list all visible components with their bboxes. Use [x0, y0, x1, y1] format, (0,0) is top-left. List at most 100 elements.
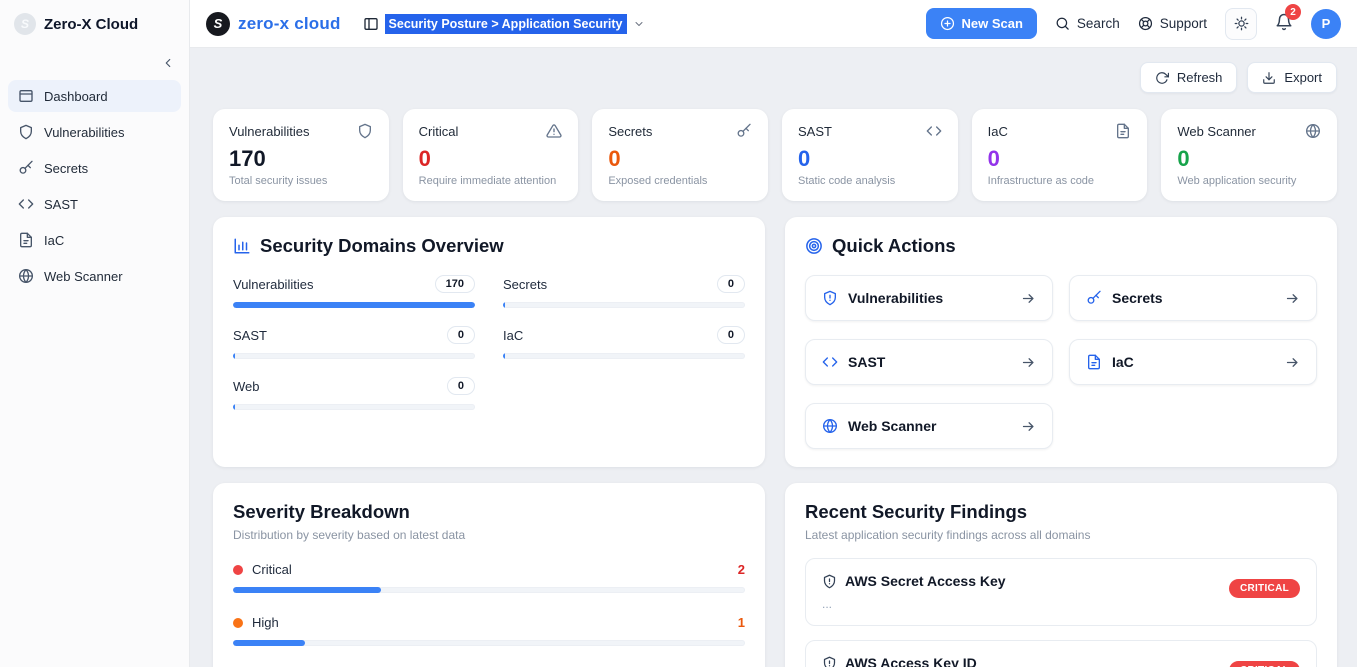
theme-toggle-button[interactable] [1225, 7, 1257, 40]
domain-row: Web 0 [233, 377, 475, 410]
quick-action-button[interactable]: IaC [1069, 339, 1317, 385]
file-icon [18, 232, 34, 248]
key-icon [1086, 290, 1102, 306]
finding-title: AWS Secret Access Key [845, 573, 1006, 589]
stat-card[interactable]: SAST 0 Static code analysis [782, 109, 958, 201]
progress-fill [233, 353, 236, 359]
sidebar-item[interactable]: IaC [8, 224, 181, 256]
stat-card[interactable]: Critical 0 Require immediate attention [402, 109, 579, 201]
progress-track [233, 640, 745, 646]
domain-label: IaC [503, 327, 524, 343]
severity-label: High [252, 615, 279, 630]
quick-action-button[interactable]: Secrets [1069, 275, 1317, 321]
support-label: Support [1159, 16, 1207, 31]
stat-value: 0 [798, 146, 811, 171]
globe-icon [18, 268, 34, 284]
arrow-right-icon [1021, 291, 1036, 306]
stat-value: 170 [229, 146, 266, 171]
user-avatar[interactable]: P [1311, 8, 1341, 39]
quick-action-button[interactable]: SAST [805, 339, 1053, 385]
stat-subtitle: Infrastructure as code [987, 175, 1095, 187]
progress-fill [233, 587, 382, 593]
key-icon [736, 123, 752, 139]
quick-action-button[interactable]: Web Scanner [805, 403, 1053, 449]
brand: S zero-x cloud [206, 11, 341, 36]
stat-card[interactable]: Vulnerabilities 170 Total security issue… [213, 109, 389, 201]
app-logo-icon: S [14, 13, 36, 35]
target-icon [805, 237, 823, 255]
sidebar-nav: Dashboard Vulnerabilities Secrets SAST I… [0, 80, 189, 292]
progress-fill [233, 404, 236, 410]
severity-breakdown-card: Severity Breakdown Distribution by sever… [213, 483, 765, 667]
arrow-right-icon [1285, 291, 1300, 306]
domain-count-badge: 0 [446, 326, 475, 344]
new-scan-button[interactable]: New Scan [925, 8, 1037, 39]
domain-count-badge: 0 [716, 326, 745, 344]
code-icon [18, 196, 34, 212]
stat-subtitle: Static code analysis [798, 175, 896, 187]
security-domains-card: Security Domains Overview Vulnerabilitie… [213, 217, 765, 467]
stat-card[interactable]: Secrets 0 Exposed credentials [592, 109, 768, 201]
bell-icon [1275, 13, 1293, 31]
stat-subtitle: Total security issues [229, 175, 328, 187]
code-icon [926, 123, 942, 139]
shield-alert-icon [822, 290, 838, 306]
globe-icon [1305, 123, 1321, 139]
finding-description: ... [822, 597, 833, 611]
shield-alert-icon [822, 574, 837, 589]
sidebar: S Zero-X Cloud Dashboard Vulnerabilities… [0, 0, 190, 667]
domain-label: SAST [233, 327, 267, 343]
stat-value: 0 [987, 146, 1000, 171]
finding-item[interactable]: AWS Access Key ID ... CRITICAL [805, 640, 1317, 667]
sidebar-item-label: Web Scanner [44, 268, 123, 284]
stat-card[interactable]: Web Scanner 0 Web application security [1161, 109, 1337, 201]
progress-track [503, 302, 745, 308]
search-label: Search [1076, 16, 1120, 31]
shield-alert-icon [822, 656, 837, 667]
sidebar-item[interactable]: Web Scanner [8, 260, 181, 292]
severity-count: 2 [737, 562, 745, 577]
progress-track [233, 353, 475, 359]
stat-card[interactable]: IaC 0 Infrastructure as code [971, 109, 1148, 201]
file-icon [1115, 123, 1131, 139]
support-button[interactable]: Support [1138, 16, 1207, 31]
shield-icon [357, 123, 373, 139]
download-icon [1262, 71, 1276, 85]
sidebar-item-label: Dashboard [44, 88, 108, 104]
quick-action-label: IaC [1112, 354, 1134, 370]
code-icon [822, 354, 838, 370]
severity-badge: CRITICAL [1228, 661, 1300, 667]
breadcrumb[interactable]: Security Posture > Application Security [363, 13, 645, 34]
refresh-button[interactable]: Refresh [1139, 62, 1238, 93]
progress-track [233, 404, 475, 410]
severity-dot-icon [233, 564, 243, 575]
sidebar-item[interactable]: SAST [8, 188, 181, 220]
search-button[interactable]: Search [1055, 16, 1120, 31]
notifications-button[interactable]: 2 [1275, 4, 1301, 36]
sidebar-item[interactable]: Secrets [8, 152, 181, 184]
progress-track [233, 302, 475, 308]
domain-row: Vulnerabilities 170 [233, 275, 475, 308]
sidebar-item[interactable]: Dashboard [8, 80, 181, 112]
stat-value: 0 [1177, 146, 1190, 171]
quick-action-label: Secrets [1112, 290, 1163, 306]
dashboard-icon [18, 88, 34, 104]
finding-title: AWS Access Key ID [845, 655, 977, 667]
file-icon [1086, 354, 1102, 370]
quick-action-label: Web Scanner [848, 418, 937, 434]
panel-icon [363, 16, 379, 32]
severity-badge: CRITICAL [1228, 579, 1300, 598]
stat-label: Vulnerabilities [229, 123, 310, 139]
sidebar-item[interactable]: Vulnerabilities [8, 116, 181, 148]
breadcrumb-text: Security Posture > Application Security [384, 13, 627, 34]
quick-action-button[interactable]: Vulnerabilities [805, 275, 1053, 321]
severity-row: Critical 2 [233, 562, 745, 593]
domain-count-badge: 170 [434, 275, 475, 293]
collapse-sidebar-button[interactable] [161, 56, 175, 70]
stat-subtitle: Require immediate attention [418, 175, 557, 187]
alert-triangle-icon [546, 123, 562, 139]
finding-item[interactable]: AWS Secret Access Key ... CRITICAL [805, 558, 1317, 626]
domain-row: Secrets 0 [503, 275, 745, 308]
export-button[interactable]: Export [1247, 62, 1337, 93]
stat-subtitle: Web application security [1177, 175, 1297, 187]
